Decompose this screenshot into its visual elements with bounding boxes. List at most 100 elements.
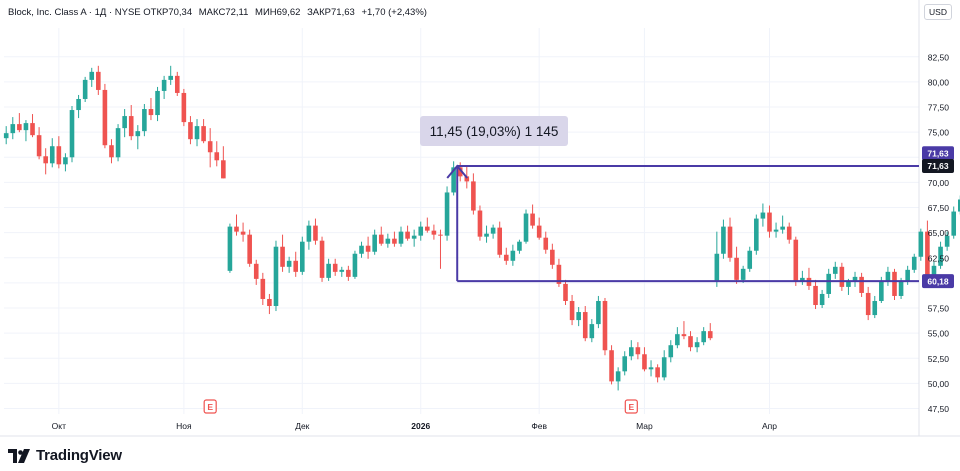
candle-body bbox=[550, 249, 555, 265]
candle-body bbox=[115, 128, 121, 158]
candle bbox=[760, 203, 766, 227]
candle bbox=[536, 217, 542, 240]
candle-body bbox=[23, 123, 29, 131]
x-tick-label: Фев bbox=[531, 421, 547, 431]
candle bbox=[115, 124, 121, 162]
x-tick-label: Мар bbox=[636, 421, 653, 431]
y-tick-label: 80,00 bbox=[928, 77, 950, 87]
candle bbox=[326, 258, 331, 281]
candle-body bbox=[392, 238, 397, 244]
candle-body bbox=[786, 226, 792, 240]
candle-body bbox=[3, 133, 9, 139]
candle bbox=[800, 270, 805, 285]
candle bbox=[523, 209, 529, 244]
candle-body bbox=[563, 283, 568, 301]
low-label: МИН bbox=[255, 7, 277, 18]
high-value: 72,11 bbox=[225, 7, 249, 18]
candle bbox=[497, 221, 502, 258]
candle bbox=[17, 113, 22, 133]
candle-body bbox=[602, 300, 608, 351]
candle-body bbox=[490, 227, 496, 234]
candle bbox=[951, 206, 957, 239]
candle bbox=[30, 114, 35, 138]
candle bbox=[161, 75, 167, 99]
candle bbox=[707, 323, 713, 341]
candle-body bbox=[155, 90, 160, 116]
candle bbox=[102, 83, 108, 149]
earnings-marker-label: E bbox=[207, 402, 213, 412]
candle bbox=[306, 220, 312, 250]
measure-tool[interactable]: 11,45 (19,03%) 1 145 bbox=[420, 116, 919, 283]
candle bbox=[451, 161, 456, 196]
candle-body bbox=[102, 89, 108, 146]
candle-body bbox=[319, 240, 325, 278]
candle bbox=[431, 224, 437, 240]
candle bbox=[3, 126, 9, 145]
candle bbox=[372, 229, 377, 255]
candle-body bbox=[247, 234, 252, 264]
candle-body bbox=[69, 110, 75, 158]
candle-body bbox=[253, 263, 259, 279]
candle bbox=[727, 217, 733, 262]
candle bbox=[767, 205, 772, 238]
candle-body bbox=[286, 260, 292, 267]
candle-body bbox=[398, 231, 404, 244]
candle-body bbox=[872, 300, 878, 316]
y-tick-label: 75,00 bbox=[928, 128, 950, 138]
candle-body bbox=[589, 324, 595, 339]
candle-body bbox=[43, 156, 48, 164]
candle-body bbox=[214, 152, 220, 161]
candle-body bbox=[168, 75, 173, 80]
candle bbox=[819, 289, 825, 309]
candle bbox=[589, 319, 595, 343]
candle bbox=[82, 76, 88, 102]
candle-body bbox=[905, 269, 910, 282]
measure-arrow bbox=[446, 164, 468, 179]
candle bbox=[734, 246, 739, 284]
tradingview-logo[interactable]: TradingView bbox=[8, 447, 122, 464]
candle-body bbox=[17, 124, 22, 131]
candle-body bbox=[925, 231, 930, 278]
candle-body bbox=[181, 92, 187, 123]
candle bbox=[398, 226, 404, 247]
candle bbox=[332, 258, 338, 276]
candle-body bbox=[517, 241, 522, 251]
candle-body bbox=[576, 312, 581, 321]
currency-button[interactable]: USD bbox=[924, 4, 952, 20]
candle-body bbox=[332, 263, 338, 272]
candle bbox=[273, 240, 279, 312]
candle-body bbox=[898, 281, 904, 296]
candle bbox=[221, 146, 226, 179]
candle-body bbox=[675, 334, 680, 346]
candle bbox=[207, 128, 213, 168]
candle bbox=[675, 327, 680, 349]
candle bbox=[280, 234, 285, 272]
candle bbox=[530, 204, 535, 229]
candle-body bbox=[839, 266, 845, 287]
candle-body bbox=[293, 260, 299, 272]
candle bbox=[247, 229, 252, 267]
x-tick-label: Дек bbox=[295, 421, 309, 431]
candle-body bbox=[523, 213, 529, 242]
candle bbox=[89, 67, 95, 87]
candle bbox=[609, 345, 614, 385]
candle bbox=[602, 297, 608, 356]
candle bbox=[128, 105, 134, 141]
time-axis[interactable]: Окт Ноя Дек 2026 Фев Мар Апр bbox=[52, 421, 778, 431]
candle-body bbox=[582, 312, 588, 339]
candle-body bbox=[832, 266, 838, 274]
tradingview-logo-icon bbox=[8, 448, 30, 463]
candle bbox=[582, 306, 588, 342]
candle-body bbox=[780, 226, 785, 230]
price-label-box bbox=[922, 274, 954, 289]
candle bbox=[346, 265, 351, 281]
candle-body bbox=[609, 350, 614, 382]
candle-body bbox=[721, 226, 726, 254]
candle bbox=[655, 364, 660, 383]
candle bbox=[260, 272, 266, 306]
candle bbox=[188, 116, 193, 145]
price-axis[interactable]: 82,5080,0077,5075,0072,5070,0067,5065,00… bbox=[922, 52, 954, 414]
candle bbox=[550, 243, 555, 269]
candle-body bbox=[385, 238, 391, 244]
